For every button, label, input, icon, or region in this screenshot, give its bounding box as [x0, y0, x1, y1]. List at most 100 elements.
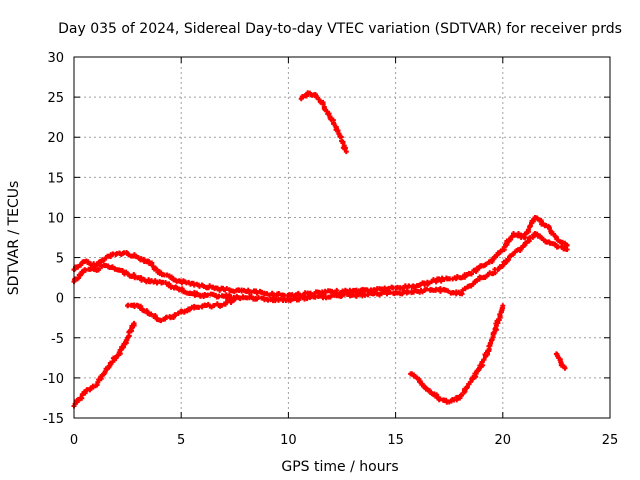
- data-point: [264, 291, 270, 297]
- data-point: [232, 296, 238, 302]
- y-tick-label: 5: [56, 252, 64, 267]
- data-point: [135, 275, 141, 281]
- data-point: [92, 383, 98, 389]
- data-point: [324, 109, 330, 115]
- data-point: [189, 304, 195, 310]
- data-point: [553, 351, 559, 357]
- data-point: [200, 292, 206, 298]
- data-point: [103, 263, 109, 269]
- data-point: [125, 303, 131, 309]
- data-point: [553, 235, 559, 240]
- data-point: [125, 335, 131, 341]
- data-point: [146, 311, 152, 317]
- data-point: [478, 363, 484, 369]
- data-point: [478, 263, 484, 269]
- data-point: [285, 297, 291, 303]
- data-point: [500, 303, 506, 309]
- y-tick-label: -15: [43, 412, 64, 427]
- data-point: [77, 395, 83, 401]
- data-point: [131, 320, 137, 326]
- y-tick-label: 25: [47, 91, 64, 106]
- data-point-trace: [462, 285, 468, 291]
- data-point-trace: [417, 378, 423, 384]
- data-point: [264, 296, 270, 302]
- data-point: [414, 375, 420, 381]
- y-axis-label: SDTVAR / TECUs: [6, 181, 22, 296]
- data-point: [84, 387, 90, 393]
- data-point: [468, 379, 474, 385]
- y-tick-label: 15: [47, 171, 64, 186]
- data-point: [435, 395, 441, 401]
- data-point: [425, 387, 431, 393]
- data-point: [337, 133, 343, 139]
- y-tick-labels: -15 -10 -5 0 5 10 15 20 25 30: [43, 51, 64, 427]
- series-main-band-upper: [72, 215, 570, 299]
- data-point: [118, 347, 124, 353]
- data-point: [521, 235, 527, 240]
- data-point: [82, 267, 88, 273]
- x-tick-label: 10: [280, 433, 297, 448]
- x-tick-label: 5: [177, 433, 185, 448]
- data-point: [435, 287, 441, 293]
- data-point-trace: [334, 287, 340, 293]
- data-point: [393, 285, 399, 291]
- data-point-trace: [527, 223, 533, 229]
- data-point-trace: [458, 392, 464, 398]
- data-point: [135, 303, 141, 309]
- data-point: [307, 295, 313, 301]
- data-point: [564, 247, 570, 253]
- x-tick-labels: 0 5 10 15 20 25: [70, 433, 618, 448]
- data-point: [553, 243, 559, 249]
- data-point: [500, 247, 506, 253]
- data-point: [157, 271, 163, 277]
- data-point: [532, 214, 538, 220]
- data-point: [243, 295, 249, 301]
- x-tick-label: 15: [387, 433, 404, 448]
- data-point: [178, 287, 184, 293]
- series-satellite-arc-c: [299, 90, 348, 152]
- data-point: [393, 290, 399, 296]
- data-point-trace: [483, 261, 489, 267]
- data-point-trace: [276, 291, 282, 297]
- data-point-trace: [445, 288, 451, 294]
- data-point: [125, 251, 131, 257]
- data-point: [435, 277, 441, 283]
- plot-frame: [73, 56, 611, 419]
- data-point-trace: [387, 289, 393, 295]
- x-tick-label: 25: [602, 433, 619, 448]
- data-point: [543, 222, 549, 228]
- data-point: [478, 275, 484, 281]
- y-tick-label: 20: [47, 131, 64, 146]
- data-point-trace: [254, 290, 260, 296]
- data-point: [562, 365, 568, 371]
- data-point: [167, 283, 173, 289]
- data-point-trace: [481, 357, 487, 363]
- data-point: [556, 355, 562, 361]
- data-point: [82, 259, 88, 265]
- data-point: [135, 255, 141, 261]
- data-point: [489, 259, 495, 265]
- data-point: [157, 279, 163, 285]
- data-point: [414, 288, 420, 294]
- data-point: [511, 230, 517, 236]
- data-point: [343, 149, 349, 155]
- data-point: [285, 292, 291, 298]
- series-satellite-arc-d: [409, 305, 505, 405]
- data-point: [210, 303, 216, 309]
- data-point: [408, 371, 414, 377]
- data-point: [318, 98, 324, 104]
- data-point-trace: [78, 262, 84, 268]
- chart-title: Day 035 of 2024, Sidereal Day-to-day VTE…: [58, 21, 622, 37]
- grid-lines: [74, 57, 610, 418]
- y-tick-label: -10: [43, 372, 64, 387]
- data-point: [328, 293, 334, 299]
- data-point: [493, 323, 499, 329]
- data-point: [101, 371, 107, 377]
- y-tick-label: -5: [51, 332, 64, 347]
- data-point: [414, 283, 420, 289]
- data-point: [558, 359, 564, 365]
- data-point: [521, 243, 527, 249]
- data-point: [487, 343, 493, 349]
- data-point-trace: [546, 226, 552, 232]
- data-point: [511, 251, 517, 257]
